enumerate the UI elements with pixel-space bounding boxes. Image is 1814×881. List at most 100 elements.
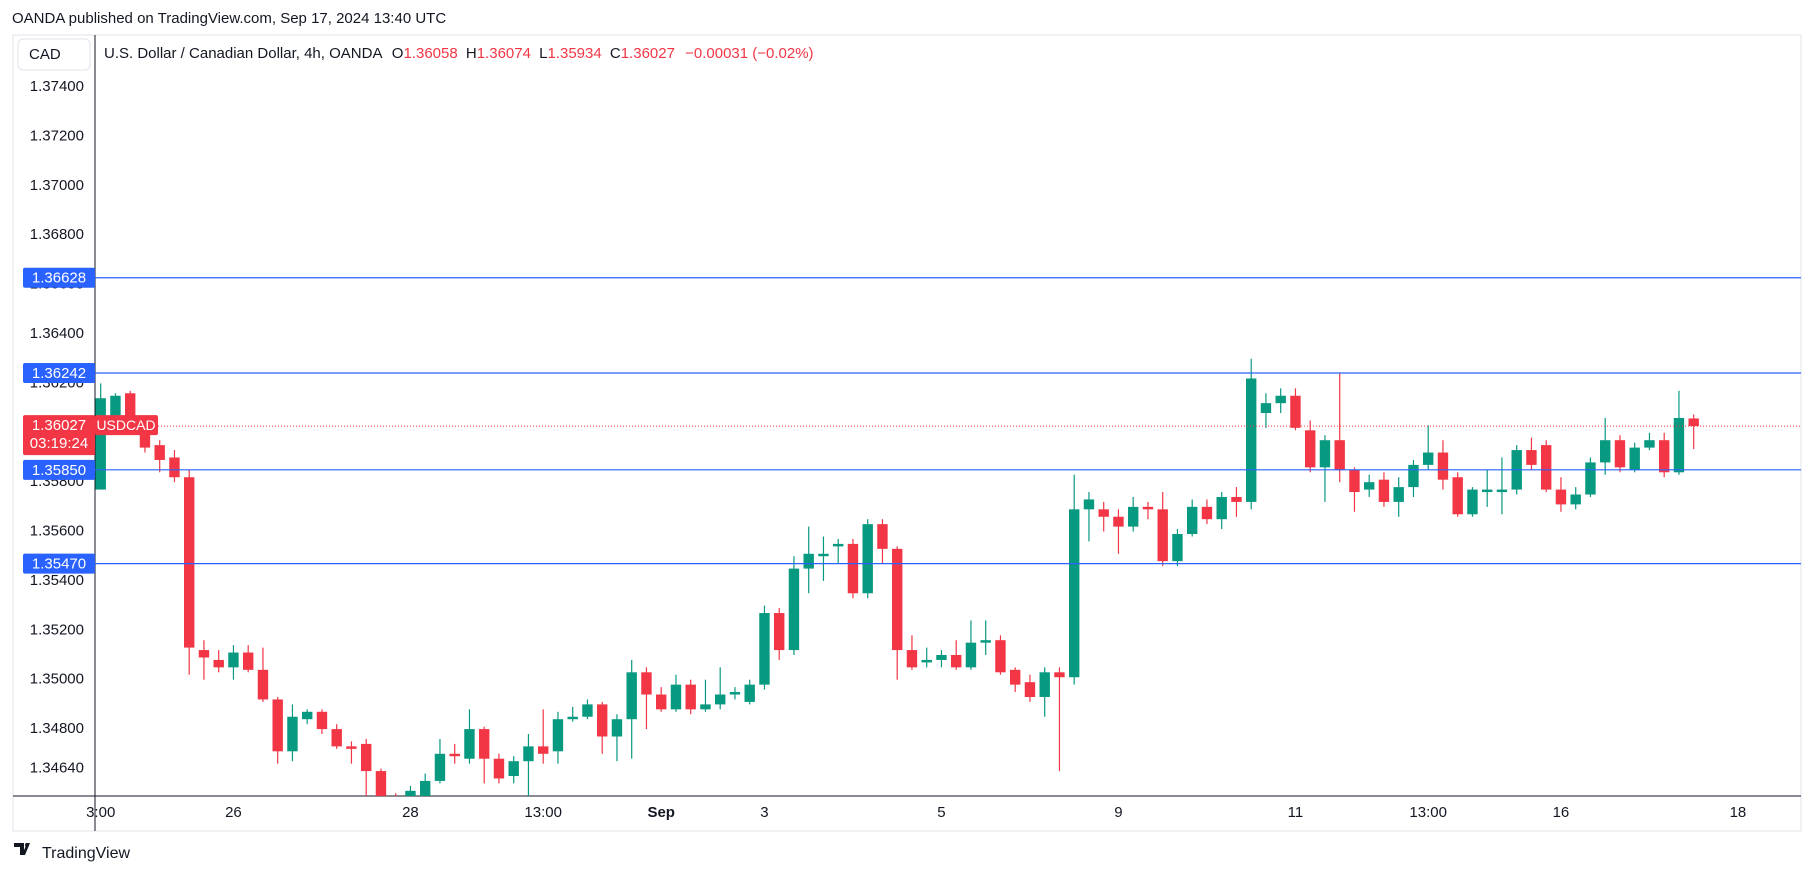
candle-body: [1349, 469, 1360, 493]
candle-body: [1201, 506, 1213, 520]
candle-body: [1010, 669, 1021, 685]
footer-brand: TradingView: [42, 845, 130, 862]
legend-high-prefix: H: [466, 45, 477, 62]
candle-body: [656, 694, 667, 710]
candle-body: [316, 711, 328, 730]
legend-title: U.S. Dollar / Canadian Dollar, 4h, OANDA: [104, 45, 382, 62]
header-text: OANDA published on TradingView.com, Sep …: [12, 10, 446, 27]
currency-button[interactable]: [17, 38, 91, 71]
candle-body: [1629, 447, 1640, 470]
candle-body: [1157, 509, 1168, 562]
candle-body: [1319, 440, 1331, 468]
candle-body: [1187, 506, 1198, 535]
candle-body: [626, 672, 637, 720]
candle-body: [1113, 516, 1124, 527]
candle-body: [862, 524, 873, 594]
candle-body: [257, 669, 269, 700]
candle-body: [213, 659, 224, 668]
candle-body: [1305, 430, 1316, 468]
candle-body: [1260, 403, 1272, 414]
candle-body: [1231, 496, 1242, 502]
currency-button-label[interactable]: CAD: [29, 46, 61, 63]
legend: U.S. Dollar / Canadian Dollar, 4h, OANDA…: [104, 45, 814, 62]
candle-body: [1526, 450, 1537, 465]
price-tag-label: 1.36242: [32, 365, 86, 382]
candle-body: [1098, 509, 1109, 517]
candle-body: [228, 652, 239, 668]
candle-body: [272, 699, 283, 752]
candle-body: [582, 704, 593, 717]
candle-body: [1069, 509, 1080, 678]
candle-body: [1496, 489, 1508, 493]
price-tag-label: 1.35470: [32, 556, 86, 573]
candle-body: [788, 568, 800, 651]
legend-low: 1.35934: [547, 45, 601, 62]
candle-body: [965, 642, 977, 668]
x-tick-label: 5: [937, 804, 945, 821]
candle-body: [1024, 682, 1036, 697]
candle-body: [995, 640, 1006, 673]
candle-body: [420, 780, 431, 796]
candle-body: [184, 477, 195, 648]
candle-body: [1128, 506, 1139, 527]
candle-body: [1364, 482, 1375, 490]
candle-body: [169, 457, 180, 478]
candle-body: [95, 398, 106, 490]
candle-body: [597, 704, 608, 737]
candle-body: [685, 684, 696, 710]
candle-body: [1246, 378, 1257, 502]
candle-body: [1378, 479, 1390, 502]
candle-body: [508, 761, 519, 776]
candle-body: [1541, 445, 1552, 490]
candle-body: [139, 430, 151, 448]
candle-body: [1054, 672, 1065, 678]
candle-body: [479, 729, 490, 759]
candle-body: [287, 716, 298, 752]
candle-body: [951, 655, 962, 668]
candle-body: [892, 548, 903, 651]
y-tick-label: 1.36400: [30, 325, 84, 342]
symbol-label: USDCAD: [96, 417, 155, 433]
candle-body: [1334, 440, 1345, 470]
y-tick-label: 1.36800: [30, 226, 84, 243]
tradingview-logo: TradingView: [14, 843, 130, 862]
candle-body: [877, 524, 888, 549]
price-tag-label: 1.35850: [32, 462, 86, 479]
candle-body: [906, 650, 918, 668]
candle-body: [361, 743, 372, 772]
price-tag-label: 1.36628: [32, 270, 86, 287]
y-tick-label: 1.37200: [30, 127, 84, 144]
candle-body: [391, 798, 401, 808]
candle-body: [1600, 440, 1611, 463]
candle-body: [980, 640, 991, 643]
candle-body: [1614, 440, 1626, 468]
candle-body: [1142, 506, 1154, 510]
candle-body: [715, 694, 726, 705]
candle-body: [1408, 464, 1419, 488]
x-tick-label: 11: [1288, 804, 1304, 821]
price-tag: [23, 459, 95, 480]
candle-body: [375, 771, 387, 796]
candle-body: [243, 652, 254, 670]
y-tick-label: 1.37000: [30, 177, 84, 194]
x-tick-label: 28: [402, 804, 419, 821]
axes: 1.374001.372001.370001.368001.366001.364…: [23, 78, 1746, 821]
candle-body: [110, 395, 121, 426]
candle-body: [1437, 452, 1449, 480]
candle-body: [744, 684, 755, 702]
logo-dot: [25, 843, 29, 847]
candle-body: [125, 393, 136, 426]
candle-body: [1659, 440, 1670, 473]
candle-body: [847, 543, 859, 594]
y-tick-label: 1.35000: [30, 671, 84, 688]
candle-body: [434, 753, 446, 781]
plot-area: [95, 277, 1801, 808]
candle-body: [1688, 418, 1699, 427]
price-tag: [23, 267, 95, 288]
candle-body: [818, 553, 829, 557]
candle-body: [1570, 494, 1581, 505]
candle-body: [552, 719, 564, 752]
candle-body: [1172, 534, 1183, 562]
candle-body: [1216, 496, 1227, 520]
